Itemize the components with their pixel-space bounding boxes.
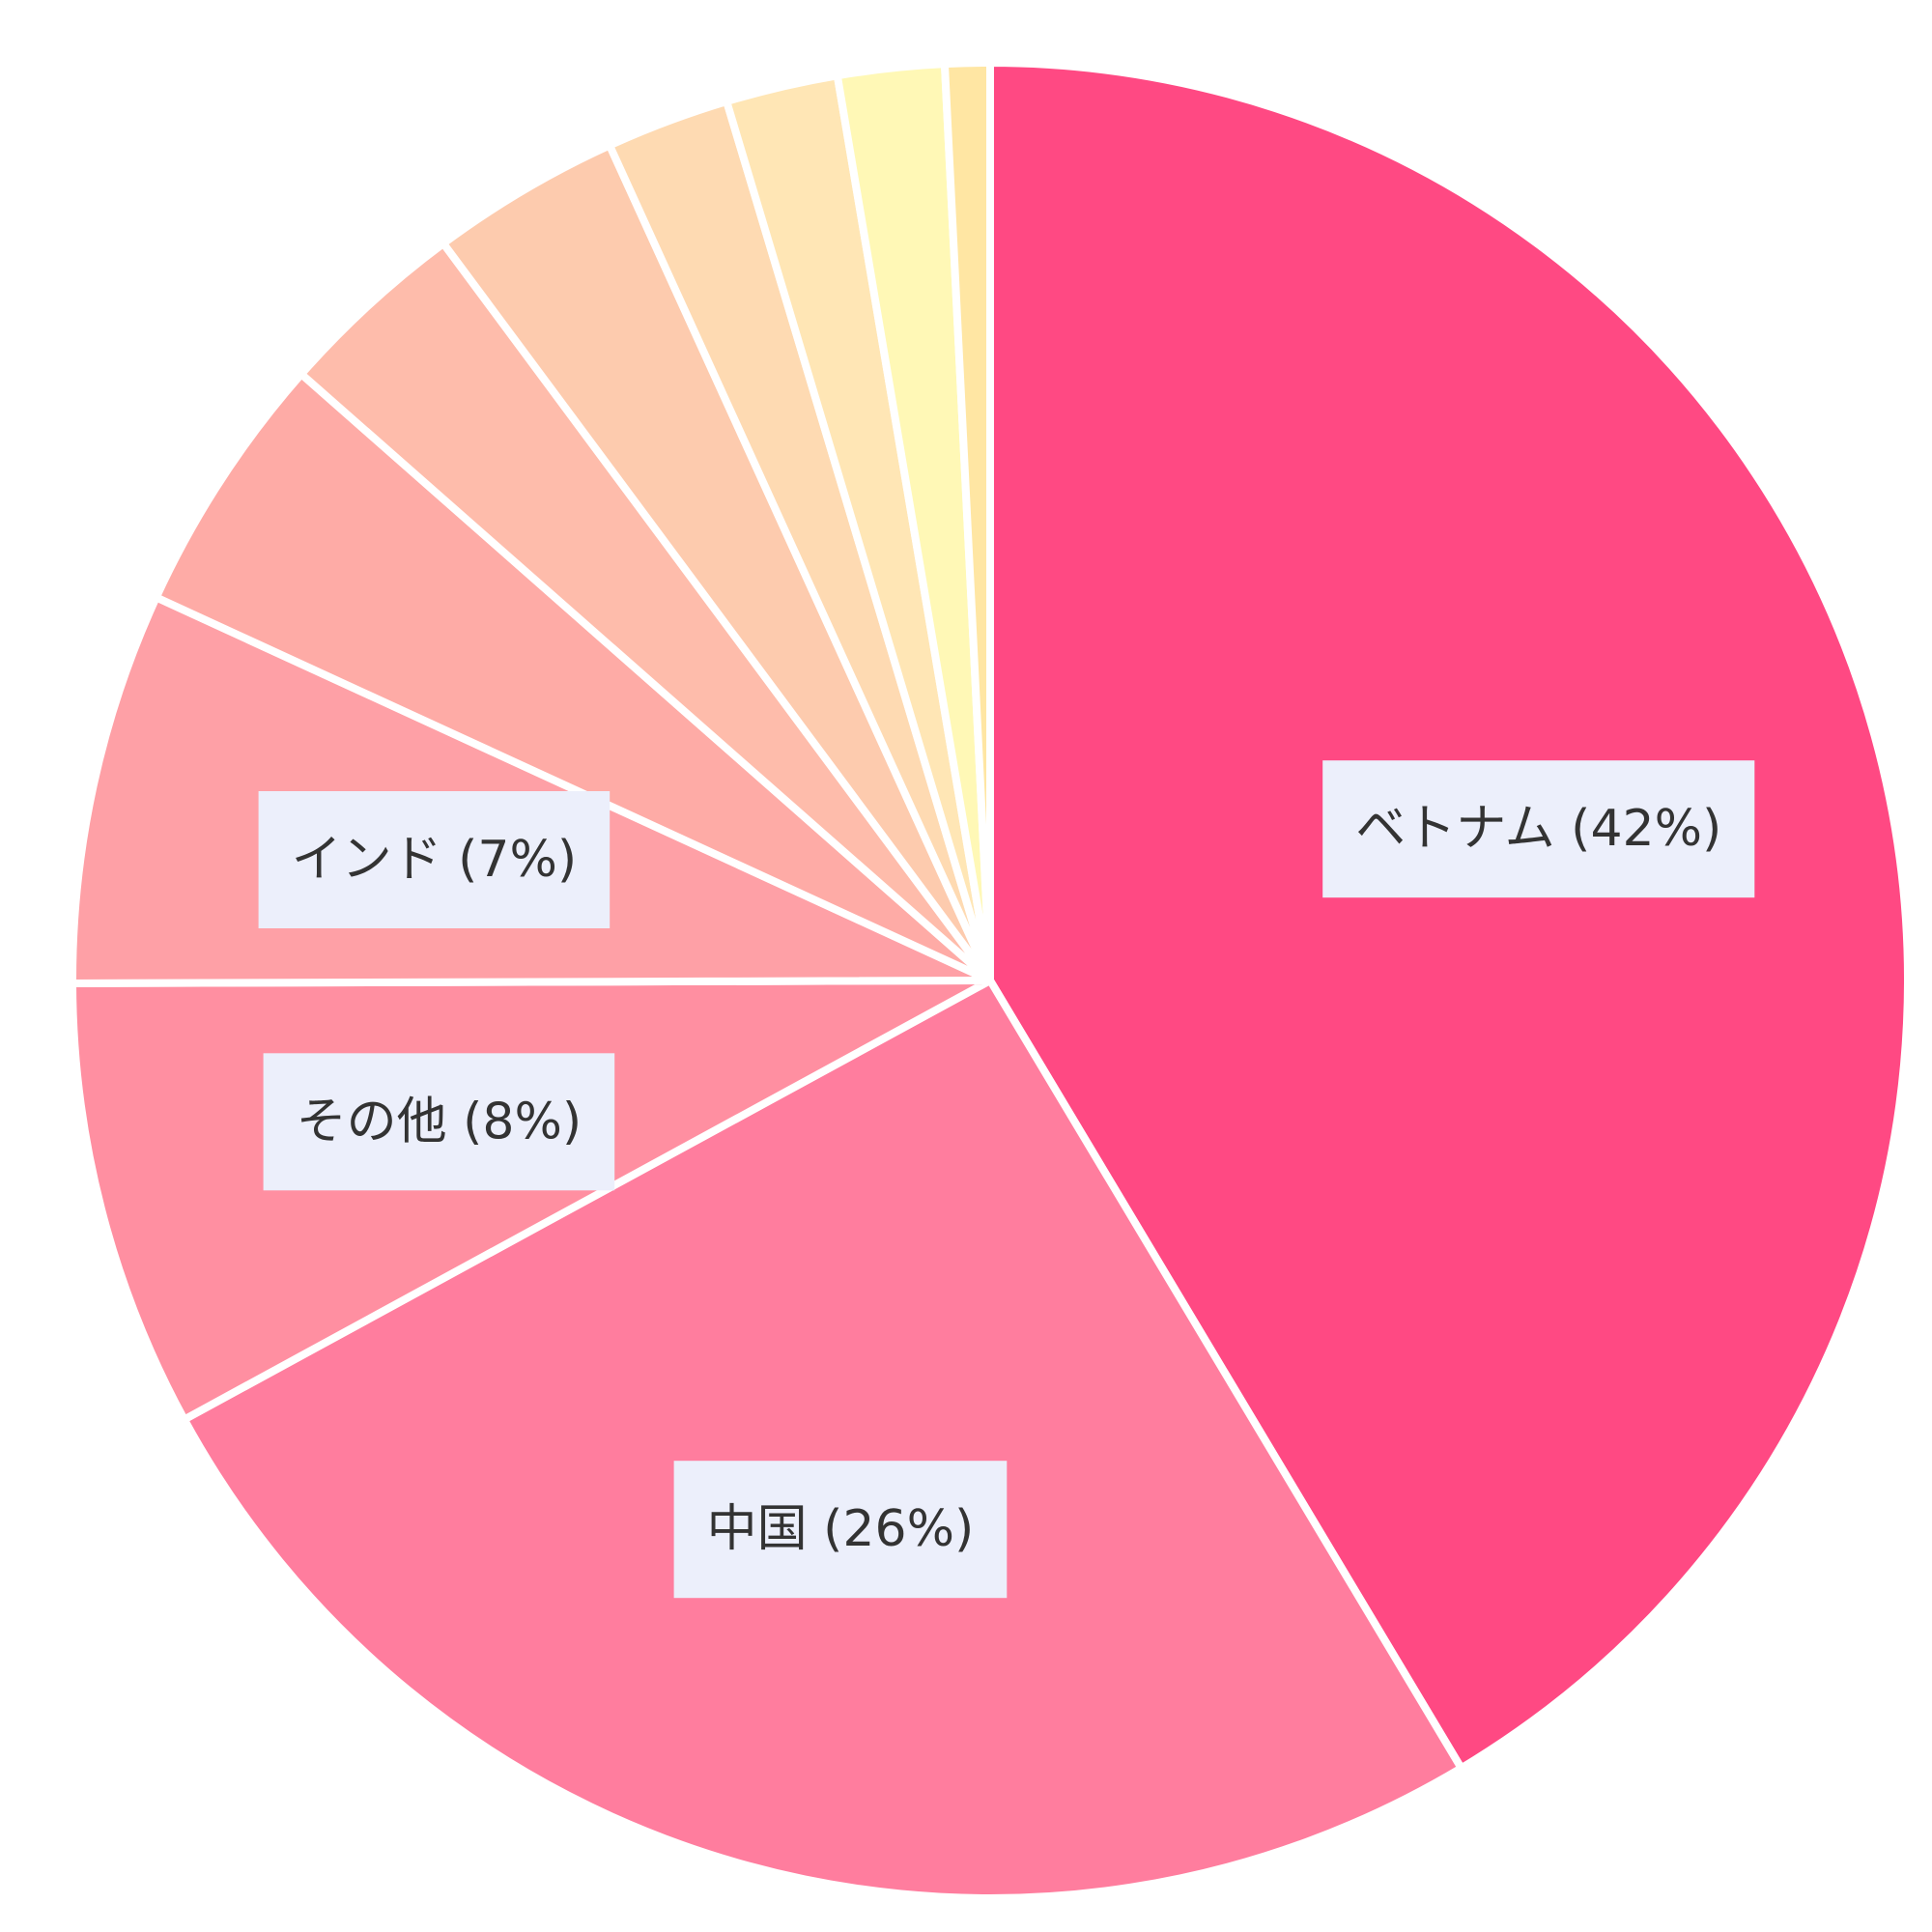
pie-label-text: その他 (8%) bbox=[297, 1093, 582, 1151]
pie-label-text: ベトナム (42%) bbox=[1355, 800, 1721, 858]
pie-labels: ベトナム (42%) 中国 (26%) その他 (8%) インド (7%) bbox=[258, 760, 1755, 1599]
pie-label-box bbox=[1322, 760, 1755, 898]
pie-label-インド: インド (7%) bbox=[258, 791, 611, 928]
pie-slices bbox=[68, 59, 1912, 1902]
pie-label-その他: その他 (8%) bbox=[263, 1053, 615, 1191]
pie-slice-ベトナム bbox=[986, 59, 1912, 1773]
pie-label-box bbox=[263, 1053, 615, 1191]
pie-label-ベトナム: ベトナム (42%) bbox=[1322, 760, 1755, 898]
pie-label-box bbox=[673, 1461, 1008, 1599]
pie-label-中国: 中国 (26%) bbox=[673, 1461, 1008, 1599]
pie-label-text: 中国 (26%) bbox=[707, 1500, 975, 1558]
pie-label-box bbox=[258, 791, 611, 928]
pie-label-text: インド (7%) bbox=[292, 831, 578, 889]
pie-slice-unlabeled-10 bbox=[940, 59, 994, 984]
pie-slice-unlabeled-4 bbox=[152, 370, 994, 984]
pie-slice-中国 bbox=[180, 977, 1465, 1902]
